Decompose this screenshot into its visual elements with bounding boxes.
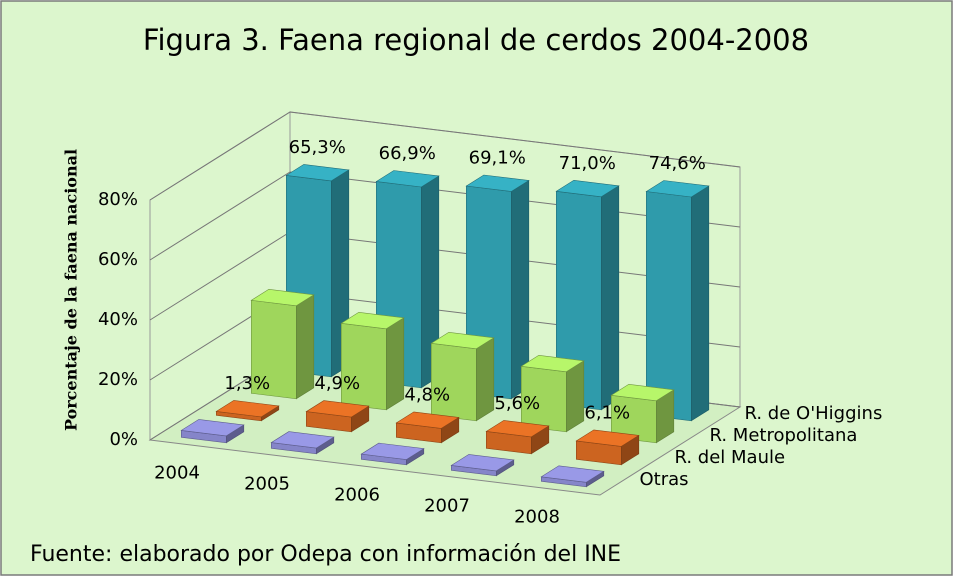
bar-top	[610, 383, 675, 402]
y-tick-label: 60%	[98, 249, 138, 270]
chart-title: Figura 3. Faena regional de cerdos 2004-…	[143, 23, 809, 57]
x-tick-label: 2007	[424, 495, 470, 516]
data-label: 6,1%	[584, 403, 630, 424]
bar-side	[295, 294, 315, 400]
data-label: 1,3%	[224, 373, 270, 394]
x-tick-label: 2008	[514, 506, 560, 527]
bar-top	[215, 400, 280, 418]
bar-top	[520, 354, 585, 373]
bar-side	[475, 337, 495, 422]
bar	[520, 354, 585, 433]
legend-label: R. de O'Higgins	[745, 403, 883, 424]
grid-line	[149, 111, 741, 201]
bar	[340, 311, 405, 411]
bar-top	[340, 311, 405, 330]
bar-side	[690, 185, 710, 422]
data-label: 69,1%	[469, 148, 526, 169]
bar-top	[375, 170, 440, 188]
bar-side	[385, 317, 405, 411]
bar	[395, 411, 460, 444]
bar-top	[360, 442, 425, 460]
bar-top	[285, 164, 350, 182]
bar-top	[250, 288, 315, 307]
bar-top	[430, 331, 495, 350]
legend-label: Otras	[640, 469, 689, 490]
bar-top	[395, 411, 460, 429]
x-tick-label: 2004	[154, 462, 200, 483]
data-label: 74,6%	[649, 153, 706, 174]
data-label: 4,8%	[404, 385, 450, 406]
bar-top	[270, 431, 335, 449]
bar-top	[555, 179, 620, 198]
bar-side	[600, 185, 620, 411]
bar-side	[565, 360, 585, 433]
y-tick-label: 40%	[98, 309, 138, 330]
bar	[360, 442, 425, 466]
bar	[645, 180, 710, 422]
bar-front	[340, 322, 387, 411]
bar	[250, 288, 315, 400]
bar	[305, 400, 370, 433]
bar-top	[645, 180, 710, 198]
bar	[180, 419, 245, 444]
bar	[555, 179, 620, 411]
source-note: Fuente: elaborado por Odepa con informac…	[30, 542, 621, 567]
legend-label: R. del Maule	[675, 447, 786, 468]
bar-top	[450, 454, 515, 472]
data-label: 4,9%	[314, 373, 360, 394]
x-tick-label: 2005	[244, 473, 290, 494]
bar-top	[575, 429, 640, 447]
bar	[430, 331, 495, 422]
y-tick-label: 0%	[109, 429, 138, 450]
bar	[270, 431, 335, 455]
legend-label: R. Metropolitana	[710, 425, 858, 446]
bar	[485, 420, 550, 455]
bar	[610, 383, 675, 444]
bar-front	[645, 191, 692, 422]
data-label: 66,9%	[379, 143, 436, 164]
bar-top	[485, 420, 550, 438]
y-axis-label: Porcentaje de la faena nacional	[62, 149, 81, 431]
x-tick-label: 2006	[334, 484, 380, 505]
y-tick-label: 80%	[98, 189, 138, 210]
bar-front	[430, 342, 477, 422]
bar	[575, 429, 640, 466]
bar	[540, 465, 605, 488]
bar-top	[465, 174, 530, 192]
y-tick-label: 20%	[98, 369, 138, 390]
bar	[215, 400, 280, 422]
bar-top	[180, 419, 245, 437]
bar-top	[540, 465, 605, 483]
data-label: 5,6%	[494, 393, 540, 414]
bar-top	[305, 400, 370, 418]
data-label: 65,3%	[289, 137, 346, 158]
data-label: 71,0%	[559, 153, 616, 174]
bar	[450, 454, 515, 477]
